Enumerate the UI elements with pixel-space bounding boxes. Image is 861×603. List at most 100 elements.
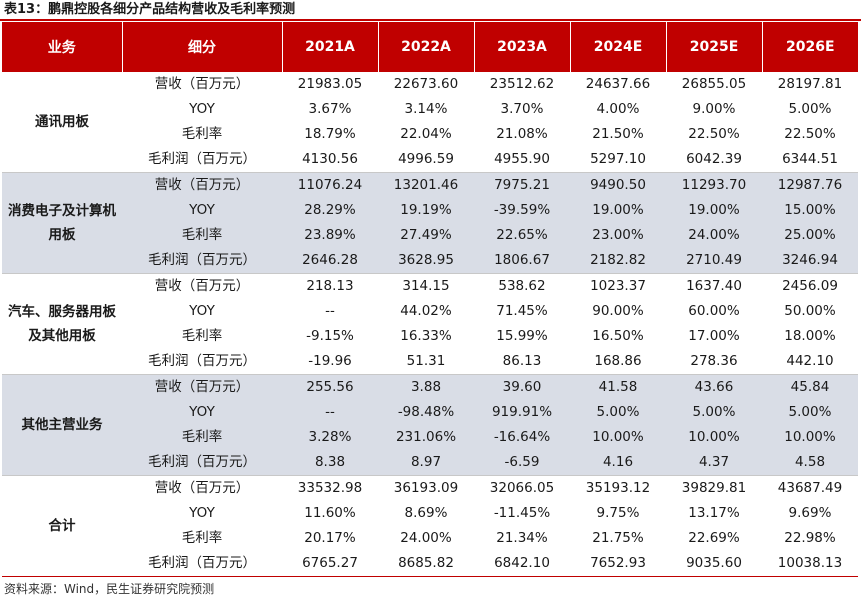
value-cell: 13201.46 [378,172,474,198]
metric-label: 营收（百万元） [154,480,250,496]
value-cell: 7652.93 [570,551,666,577]
value-cell: 28.29% [282,198,378,223]
value-cell: 43687.49 [777,480,843,496]
value-cell: 6042.39 [666,147,762,173]
column-header: 业务 [2,22,123,72]
value-cell: 35193.12 [585,480,651,496]
value-cell: 71.45% [496,303,548,319]
segment-label: 合计 [2,475,122,577]
value-cell: 8685.82 [378,551,474,577]
value-cell: 23.89% [282,223,378,248]
value-cell: 24.00% [666,223,762,248]
value-cell: 22.69% [688,530,740,546]
value-cell: 18.00% [784,328,836,344]
value-cell: 3246.94 [762,248,858,274]
value-cell: 90.00% [592,303,644,319]
value-cell: 6765.27 [282,551,378,577]
table-row: 汽车、服务器用板及其他用板 营收（百万元） 218.13 314.15 538.62 10… [2,273,858,375]
value-cell: 86.13 [474,349,570,375]
metric-label: 毛利润（百万元） [122,248,282,274]
value-cell: 6842.10 [474,551,570,577]
value-cell: 168.86 [570,349,666,375]
value-cell: 39.60 [474,374,570,400]
value-cell: 2456.09 [782,278,838,294]
table-row: 毛利率 23.89% 27.49% 22.65% 23.00% 24.00% 25.00% [2,223,858,248]
column-header: 细分 [122,22,283,72]
metric-label: 毛利润（百万元） [122,551,282,577]
table-row: 毛利润（百万元） 4130.56 4996.59 4955.90 5297.10 6042… [2,147,858,173]
metric-label: 营收（百万元） [122,172,282,198]
value-cell: 3.88 [378,374,474,400]
value-cell: 4.37 [666,450,762,476]
value-cell: 4130.56 [282,147,378,173]
header-row: 业务 细分 2021A 2022A 2023A 2024E 2025E 2026E [2,22,858,72]
value-cell: 9490.50 [570,172,666,198]
value-cell: 11.60% [304,505,356,521]
segment-group: 汽车、服务器用板及其他用板 营收（百万元） 218.13 314.15 538.62 10… [2,273,858,375]
column-header: 2023A [474,22,571,72]
metric-label: 毛利润（百万元） [122,450,282,476]
value-cell: 50.00% [784,303,836,319]
value-cell: 17.00% [688,328,740,344]
value-cell: 5297.10 [570,147,666,173]
value-cell: 3.28% [282,425,378,450]
table-row: 毛利率 3.28% 231.06% -16.64% 10.00% 10.00% 10.00% [2,425,858,450]
value-cell: 18.79% [304,126,356,142]
metric-label: 营收（百万元） [122,374,282,400]
value-cell: -16.64% [474,425,570,450]
column-header: 2024E [570,22,667,72]
value-cell: 5.00% [762,400,858,425]
table-row: 毛利润（百万元） -19.96 51.31 86.13 168.86 278.36 442.… [2,349,858,375]
table-row: 毛利率 18.79% 22.04% 21.08% 21.50% 22.50% 22.50% [2,122,858,147]
value-cell: 3.67% [308,101,352,117]
metric-label: 毛利率 [122,425,282,450]
metric-label: 毛利率 [181,530,223,546]
table-row: YOY 28.29% 19.19% -39.59% 19.00% 19.00% 15.00% [2,198,858,223]
table-row: 毛利润（百万元） 6765.27 8685.82 6842.10 7652.93 9035… [2,551,858,577]
value-cell: 22.50% [688,126,740,142]
value-cell: -- [282,400,378,425]
table-row: 毛利率 20.17% 24.00% 21.34% 21.75% 22.69% 22.98% [2,526,858,551]
metric-label: YOY [189,101,215,117]
value-cell: -39.59% [474,198,570,223]
table-row: YOY -- -98.48% 919.91% 5.00% 5.00% 5.00% [2,400,858,425]
value-cell: 23512.62 [489,76,555,92]
segment-label: 汽车、服务器用板及其他用板 [2,273,122,375]
value-cell: 4955.90 [474,147,570,173]
source-note: 资料来源：Wind，民生证券研究院预测 [4,582,215,596]
value-cell: 21.34% [496,530,548,546]
value-cell: 2710.49 [666,248,762,274]
value-cell: 5.00% [666,400,762,425]
value-cell: 2182.82 [570,248,666,274]
value-cell: 6344.51 [762,147,858,173]
value-cell: 39829.81 [681,480,747,496]
metric-label: YOY [122,400,282,425]
segment-group: 通讯用板 营收（百万元） 21983.05 22673.60 23512.62 24637… [2,72,858,173]
value-cell: 255.56 [282,374,378,400]
value-cell: 9.00% [692,101,736,117]
value-cell: 218.13 [306,278,354,294]
value-cell: 442.10 [762,349,858,375]
value-cell: 538.62 [498,278,546,294]
value-cell: 1637.40 [686,278,742,294]
metric-label: 营收（百万元） [154,76,250,92]
value-cell: 41.58 [570,374,666,400]
value-cell: 12987.76 [762,172,858,198]
column-header: 2021A [282,22,379,72]
value-cell: 9.75% [596,505,640,521]
value-cell: 23.00% [570,223,666,248]
value-cell: 10.00% [570,425,666,450]
value-cell: 21.08% [496,126,548,142]
value-cell: 5.00% [570,400,666,425]
value-cell: 19.19% [378,198,474,223]
table-row: 消费电子及计算机用板 营收（百万元） 11076.24 13201.46 7975.21… [2,172,858,274]
value-cell: 51.31 [378,349,474,375]
value-cell: 4.58 [762,450,858,476]
value-cell: 9035.60 [666,551,762,577]
value-cell: 24.00% [400,530,452,546]
value-cell: 22.04% [400,126,452,142]
table-row: 通讯用板 营收（百万元） 21983.05 22673.60 23512.62 24637… [2,72,858,173]
value-cell: 10038.13 [762,551,858,577]
metric-label: YOY [189,303,215,319]
value-cell: 27.49% [378,223,474,248]
